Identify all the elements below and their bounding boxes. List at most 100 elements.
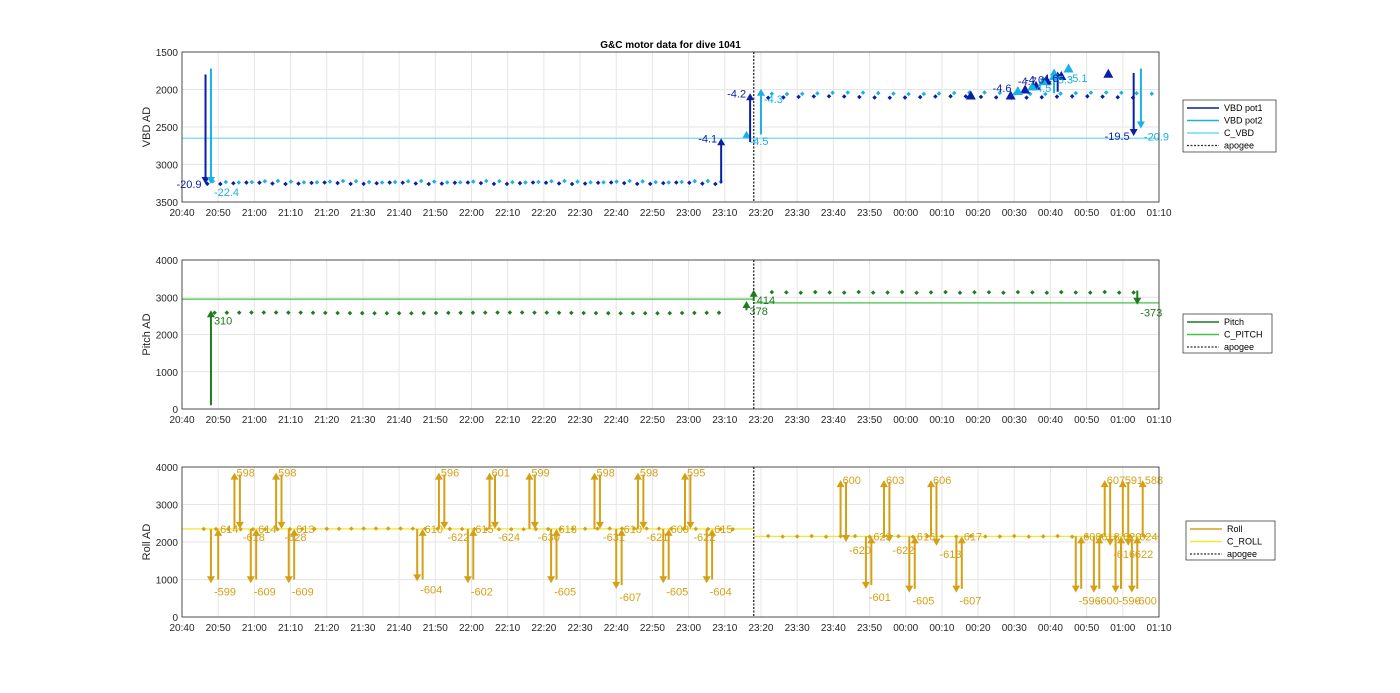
arrow-head: [742, 300, 751, 308]
data-point: [1088, 90, 1094, 95]
data-point: [1039, 94, 1045, 100]
data-point: [693, 526, 699, 532]
legend-label: C_PITCH: [1224, 330, 1263, 340]
data-point: [780, 534, 785, 539]
arrow-head: [639, 521, 648, 529]
x-tick-label: 21:00: [242, 415, 267, 426]
data-point: [593, 310, 599, 316]
legend-label: VBD pot1: [1224, 103, 1263, 113]
data-point: [1026, 534, 1031, 539]
arrow-label: -22.4: [214, 187, 239, 199]
x-tick-label: 00:10: [929, 415, 954, 426]
y-tick-label: 1000: [156, 368, 179, 379]
data-point: [642, 310, 648, 316]
data-point: [444, 180, 450, 185]
x-tick-label: 00:30: [1002, 623, 1027, 634]
arrow-head: [1133, 536, 1142, 544]
arrow-label: -601: [869, 592, 891, 604]
x-tick-label: 20:40: [169, 415, 194, 426]
data-point: [288, 179, 294, 184]
x-tick-label: 23:40: [821, 208, 846, 219]
arrow-label: -607: [619, 592, 641, 604]
y-axis-label: VBD AD: [141, 107, 153, 147]
data-point: [323, 310, 328, 316]
arrow-head: [1111, 585, 1120, 593]
x-tick-label: 23:20: [748, 415, 773, 426]
data-point: [484, 526, 489, 532]
data-point: [299, 526, 305, 532]
arrow-label: -622: [447, 532, 469, 544]
arrow-label: -4.5: [749, 136, 768, 148]
data-point: [1030, 290, 1035, 295]
data-point: [607, 526, 612, 531]
data-point: [679, 310, 685, 316]
x-tick-label: 21:30: [350, 623, 375, 634]
arrow-label: 609: [671, 524, 689, 536]
data-point: [459, 526, 465, 532]
data-point: [422, 526, 428, 531]
data-point: [928, 290, 934, 295]
arrow-label: -607: [959, 596, 981, 608]
data-point: [504, 181, 510, 187]
arrow-head: [284, 576, 293, 584]
data-point: [1116, 290, 1122, 295]
data-point: [794, 534, 800, 539]
arrow-head: [742, 130, 751, 138]
data-point: [885, 290, 890, 295]
arrow-label: 615: [714, 524, 732, 536]
data-point: [262, 526, 268, 532]
arrow-head: [413, 574, 422, 582]
data-point: [509, 526, 514, 532]
data-point: [630, 311, 636, 316]
x-tick-label: 01:10: [1146, 415, 1171, 426]
arrow-label: 588: [1145, 475, 1163, 487]
data-point: [521, 526, 526, 532]
x-tick-label: 22:30: [568, 415, 593, 426]
x-tick-label: 23:30: [785, 415, 810, 426]
arrow-label: 613: [559, 524, 577, 536]
x-tick-label: 22:50: [640, 623, 665, 634]
arrow-label: -4.1: [698, 133, 717, 145]
x-tick-label: 21:30: [350, 415, 375, 426]
x-tick-label: 20:40: [169, 208, 194, 219]
x-tick-label: 23:00: [676, 415, 701, 426]
arrow-head: [1124, 538, 1133, 546]
data-point: [373, 526, 379, 531]
arrow-head: [952, 585, 961, 593]
triangle-marker: [1005, 90, 1016, 100]
data-point: [1043, 91, 1048, 97]
data-point: [899, 289, 905, 295]
x-tick-label: 21:40: [387, 415, 412, 426]
legend-label: VBD pot2: [1224, 116, 1263, 126]
arrow-head: [659, 576, 668, 584]
data-point: [1001, 290, 1006, 296]
x-tick-label: 00:00: [893, 415, 918, 426]
data-point: [1011, 533, 1017, 539]
data-point: [372, 310, 377, 316]
data-point: [384, 311, 390, 316]
data-point: [1115, 94, 1121, 100]
legend-label: Pitch: [1224, 317, 1244, 327]
data-point: [655, 310, 660, 316]
arrow-head: [1089, 585, 1098, 593]
data-point: [400, 180, 405, 185]
arrow-head: [272, 472, 281, 480]
data-point: [1131, 290, 1136, 295]
arrow-head: [617, 528, 626, 536]
arrow-head: [702, 576, 711, 584]
data-point: [544, 310, 550, 315]
x-tick-label: 23:40: [821, 415, 846, 426]
data-point: [309, 180, 314, 186]
arrow-label: -19.5: [1105, 131, 1130, 143]
x-tick-label: 21:20: [314, 623, 339, 634]
data-point: [496, 526, 502, 532]
arrow-label: -600: [1135, 596, 1157, 608]
arrow-label: 599: [531, 468, 549, 480]
arrow-label: 614: [220, 524, 238, 536]
chart-panel-1: 20:40 20:50 21:00 21:10 21:20 21:30 21:40 21:50…: [141, 40, 1277, 219]
arrow-head: [1138, 480, 1147, 488]
arrow-label: 603: [886, 475, 904, 487]
arrow-head: [841, 535, 850, 542]
arrow-label: -596: [1079, 596, 1101, 608]
